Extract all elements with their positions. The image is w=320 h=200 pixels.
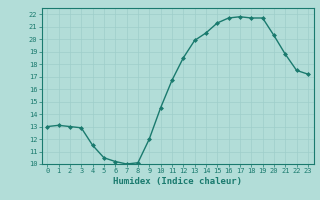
X-axis label: Humidex (Indice chaleur): Humidex (Indice chaleur) (113, 177, 242, 186)
